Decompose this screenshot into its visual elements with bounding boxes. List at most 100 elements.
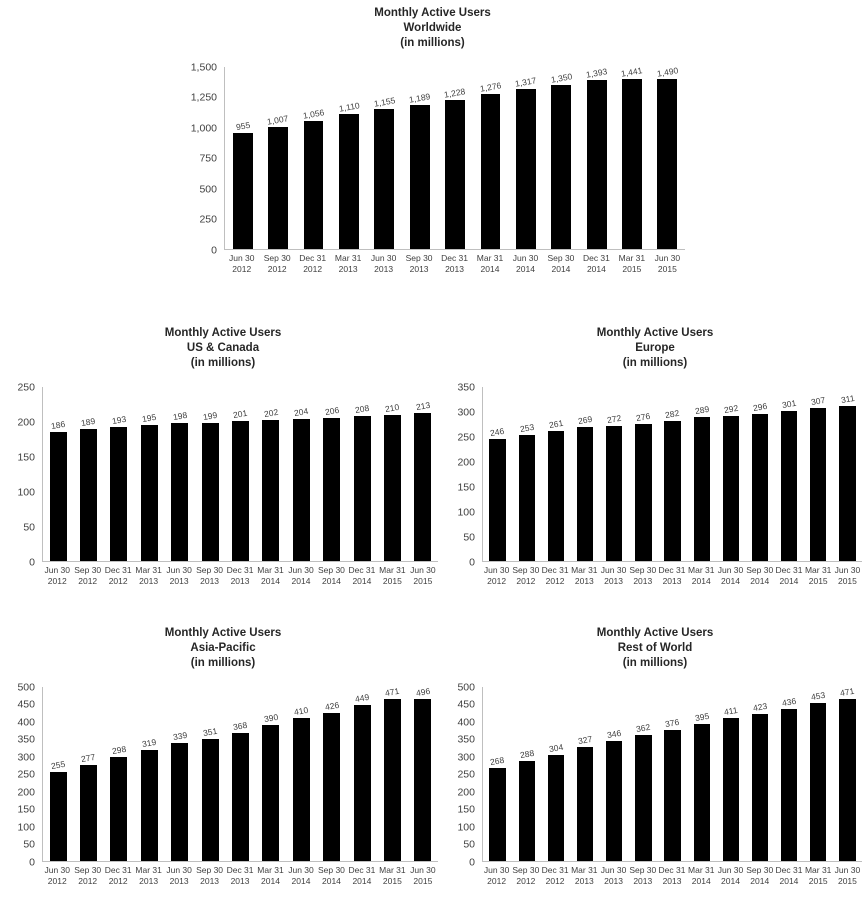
x-tick-label: Dec 31 2013 xyxy=(657,865,686,887)
bar-value-label: 1,189 xyxy=(408,90,431,105)
bar-value-label: 282 xyxy=(664,407,681,420)
bar-value-label: 411 xyxy=(723,704,739,718)
x-tick-label: Sep 30 2013 xyxy=(194,565,224,587)
x-tick-year: 2014 xyxy=(586,264,606,274)
bar xyxy=(201,422,219,561)
y-tick-label: 100 xyxy=(457,505,475,518)
bar-value-label: 327 xyxy=(577,734,593,747)
x-tick-year: 2012 xyxy=(47,576,67,586)
x-tick-label: Jun 30 2013 xyxy=(366,253,401,275)
x-tick-date: Jun 30 xyxy=(600,565,627,575)
x-tick-year: 2013 xyxy=(169,576,189,586)
bar-value-label: 339 xyxy=(171,729,188,743)
x-tick-date: Jun 30 xyxy=(166,565,192,575)
x-axis: Jun 30 2012 Sep 30 2012 Dec 31 2012 Mar 31 2013… xyxy=(42,565,438,587)
bar xyxy=(232,421,250,561)
bar-slot: 1,110 xyxy=(331,67,366,249)
bar xyxy=(722,717,739,861)
x-tick-date: Jun 30 xyxy=(288,865,314,875)
bar-value-label: 277 xyxy=(80,751,97,764)
bar-value-label: 193 xyxy=(111,413,127,426)
bar-value-label: 296 xyxy=(752,400,768,414)
y-tick-label: 150 xyxy=(17,803,35,816)
bar xyxy=(409,104,430,249)
bar-slot: 261 xyxy=(541,387,570,561)
x-tick-year: 2013 xyxy=(230,876,250,886)
x-tick-date: Jun 30 xyxy=(44,865,70,875)
bar xyxy=(780,411,798,561)
bar xyxy=(171,743,189,861)
x-tick-date: Jun 30 xyxy=(834,565,861,575)
bar-value-label: 289 xyxy=(693,404,710,417)
bar-slot: 276 xyxy=(629,387,658,561)
bar xyxy=(515,89,536,249)
y-tick-label: 500 xyxy=(17,680,35,693)
chart-rest-of-world: Monthly Active Users Rest of World (in m… xyxy=(448,626,862,887)
bar-value-label: 1,155 xyxy=(372,95,396,109)
bar-value-label: 204 xyxy=(293,405,310,419)
x-tick-year: 2012 xyxy=(108,576,128,586)
bar xyxy=(292,419,310,561)
y-tick-label: 150 xyxy=(17,450,35,463)
x-tick-label: Mar 31 2013 xyxy=(133,865,163,887)
x-tick-year: 2012 xyxy=(487,576,507,586)
bar xyxy=(80,764,98,861)
x-tick-year: 2015 xyxy=(837,876,857,886)
bar xyxy=(268,126,288,249)
y-tick-label: 250 xyxy=(17,768,35,781)
y-tick-label: 400 xyxy=(17,715,35,728)
x-tick-label: Jun 30 2013 xyxy=(599,565,628,587)
x-tick-label: Dec 31 2012 xyxy=(540,565,569,587)
bar-slot: 202 xyxy=(256,387,286,561)
x-tick-year: 2013 xyxy=(409,264,429,274)
x-tick-label: Dec 31 2013 xyxy=(657,565,686,587)
bar xyxy=(445,100,465,249)
bar xyxy=(49,772,67,861)
y-tick-label: 350 xyxy=(457,733,475,746)
x-tick-year: 2013 xyxy=(604,876,624,886)
bar-value-label: 276 xyxy=(635,410,652,423)
x-axis: Jun 30 2012 Sep 30 2012 Dec 31 2012 Mar 31 2013… xyxy=(482,565,862,587)
bar-value-label: 268 xyxy=(489,754,506,767)
bar-slot: 204 xyxy=(286,387,316,561)
plot-area: 246 253 261 269 272 276 282 289 292 296 301 307 311 xyxy=(482,387,862,562)
y-tick-label: 1,500 xyxy=(190,60,217,73)
x-tick-date: Jun 30 xyxy=(600,865,627,875)
y-tick-label: 0 xyxy=(29,855,35,868)
y-axis: 0 50 100 150 200 250 300 350 400 450 500 xyxy=(8,682,42,867)
bar xyxy=(810,703,827,861)
bar-slot: 298 xyxy=(104,687,134,861)
y-tick-label: 450 xyxy=(457,698,475,711)
x-tick-date: Mar 31 xyxy=(257,565,284,575)
bar-slot: 1,393 xyxy=(579,66,614,249)
bar xyxy=(576,427,594,561)
bar-value-label: 246 xyxy=(489,425,506,438)
bar xyxy=(751,713,769,861)
y-tick-label: 200 xyxy=(457,785,475,798)
bar-slot: 288 xyxy=(512,687,541,861)
chart-title-line-2: Asia-Pacific xyxy=(190,642,256,654)
x-tick-date: Jun 30 xyxy=(717,865,744,875)
bar-value-label: 201 xyxy=(232,407,249,421)
x-tick-label: Sep 30 2013 xyxy=(628,865,657,887)
bar-value-label: 198 xyxy=(171,410,188,423)
bar xyxy=(635,423,652,561)
x-tick-year: 2015 xyxy=(808,576,828,586)
x-tick-year: 2014 xyxy=(750,576,770,586)
x-tick-year: 2012 xyxy=(487,876,507,886)
bar-slot: 304 xyxy=(541,687,570,861)
bar-value-label: 255 xyxy=(50,759,67,772)
bar xyxy=(110,426,128,561)
x-tick-date: Sep 30 xyxy=(512,865,540,875)
x-tick-date: Dec 31 xyxy=(541,565,569,575)
x-tick-date: Sep 30 xyxy=(196,865,224,875)
bar xyxy=(292,718,310,861)
chart-asia-pacific: Monthly Active Users Asia-Pacific (in mi… xyxy=(8,626,438,887)
bar-slot: 1,441 xyxy=(614,65,649,249)
x-tick-year: 2014 xyxy=(721,876,740,886)
bar-slot: 292 xyxy=(716,387,745,561)
x-tick-label: Mar 31 2014 xyxy=(255,565,285,587)
x-tick-label: Dec 31 2014 xyxy=(579,253,614,275)
bar-slot: 339 xyxy=(165,687,195,861)
bar xyxy=(323,712,341,861)
